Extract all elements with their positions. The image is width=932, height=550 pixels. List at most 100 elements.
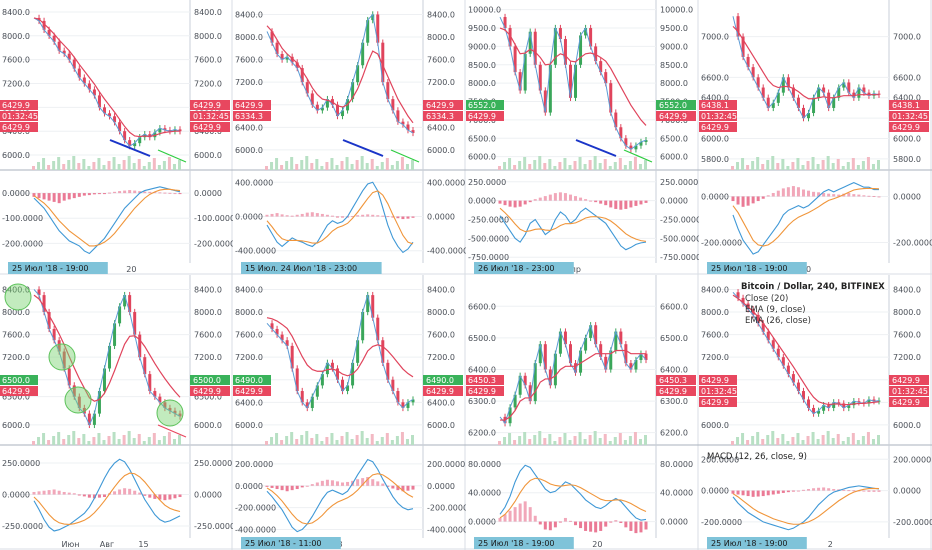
candle-body — [315, 385, 319, 397]
price-tick-label-left: 7200.0 — [2, 80, 30, 89]
volume-bar — [836, 434, 840, 445]
price-flag — [656, 111, 696, 121]
candle-body — [108, 113, 112, 117]
volume-bar — [157, 440, 161, 445]
candle-body — [786, 77, 790, 88]
circle-drawing — [156, 399, 184, 427]
osc-tick-label: 0.0000 — [660, 518, 688, 527]
volume-bar — [132, 438, 136, 445]
histogram-bar — [568, 194, 572, 201]
candle-body — [285, 340, 289, 346]
price-tick-label-left: 8400.0 — [2, 8, 30, 17]
price-flag-label-left: 6429.9 — [2, 101, 30, 110]
price-tick-label: 8000.0 — [194, 308, 222, 317]
volume-bar — [593, 431, 597, 445]
candle-body — [584, 28, 588, 36]
histogram-bar — [624, 200, 628, 209]
volume-bar — [746, 440, 750, 445]
x-tick-label: Июн — [62, 540, 80, 549]
volume-bar — [315, 159, 319, 170]
candle-body — [118, 122, 122, 132]
price-flag-label-left: 6552.0 — [468, 101, 496, 110]
histogram-bar — [832, 194, 836, 197]
histogram-bar — [639, 200, 643, 205]
volume-bar — [841, 441, 845, 445]
histogram-bar — [366, 477, 370, 486]
candle-body — [508, 28, 512, 47]
histogram-bar — [123, 190, 127, 194]
price-flag-label: 6429.9 — [659, 112, 687, 121]
chart-panel-7[interactable]: 6600.0 6600.0 6500.0 6500.0 6400.0 6400.0 6300… — [466, 275, 699, 550]
histogram-bar — [118, 191, 122, 194]
candle-body — [77, 396, 81, 408]
histogram-bar — [599, 521, 603, 531]
volume-bar — [761, 439, 765, 445]
price-tick-label: 6400.0 — [427, 123, 455, 132]
volume-bar — [618, 158, 622, 170]
volume-bar — [82, 159, 86, 170]
volume-bar — [806, 436, 810, 445]
x-tick-label: 20 — [126, 265, 136, 274]
histogram-bar — [518, 200, 522, 207]
volume-bar — [178, 435, 181, 445]
price-flag-label: 6490.0 — [426, 376, 454, 385]
volume-bar — [290, 432, 294, 445]
histogram-bar — [508, 200, 512, 207]
candle-body — [325, 362, 329, 375]
candle-body — [113, 323, 117, 346]
price-flag — [190, 122, 230, 132]
chart-svg: 8400.0 8400.0 8000.0 8000.0 7600.0 7600.0 7200… — [233, 275, 466, 550]
candle-body — [285, 56, 289, 60]
candle-body — [138, 334, 142, 358]
ema-line — [33, 294, 181, 402]
chart-panel-4[interactable]: 7000.07000.06600.06600.06400.06400.06200… — [699, 0, 932, 275]
volume-bar — [771, 156, 775, 170]
volume-bar — [816, 164, 820, 170]
volume-bar — [295, 439, 299, 445]
volume-bar — [77, 438, 81, 445]
volume-bar — [300, 160, 304, 170]
histogram-bar — [639, 521, 643, 533]
price-tick-label-left: 7200.0 — [701, 353, 729, 362]
volume-bar — [528, 439, 532, 445]
candle-body — [634, 145, 638, 150]
osc-tick-label: 0.0000 — [660, 197, 688, 206]
price-tick-label-left: 8000.0 — [468, 79, 496, 88]
chart-panel-2[interactable]: 8400.0 8400.0 8000.0 8000.0 7600.0 7600.0 7200… — [233, 0, 466, 275]
histogram-bar — [77, 193, 81, 197]
osc-tick-label-left: -200.0000 — [235, 504, 276, 513]
volume-bar — [588, 435, 592, 445]
chart-panel-1[interactable]: 8400.0 8400.0 8000.0 8000.0 7600.0 7600.0 7200… — [0, 0, 233, 275]
candle-body — [57, 41, 61, 51]
candle-body — [827, 92, 831, 108]
candle-body — [619, 331, 623, 345]
volume-bar — [518, 436, 522, 445]
candle-body — [771, 102, 775, 108]
histogram-bar — [538, 521, 542, 525]
candle-body — [295, 368, 299, 392]
volume-bar — [513, 440, 517, 445]
histogram-bar — [801, 489, 805, 491]
volume-bar — [315, 434, 319, 445]
histogram-bar — [62, 491, 66, 495]
candle-body — [52, 328, 56, 341]
chart-panel-3[interactable]: 10000.0 10000.0 9500.0 9500.0 9000.0 9000.0 85… — [466, 0, 699, 275]
candle-body — [305, 402, 309, 408]
histogram-bar — [498, 200, 502, 204]
chart-panel-5[interactable]: 8400.0 8400.0 8000.0 8000.0 7600.0 7600.0 7200… — [0, 275, 233, 550]
candle-body — [57, 340, 61, 352]
price-tick-label: 6000.0 — [427, 146, 455, 155]
histogram-bar — [741, 196, 745, 207]
chart-panel-8[interactable]: 8400.0 8400.0 8000.0 8000.0 7600.0 7600.0 7200… — [699, 275, 932, 550]
volume-bar — [325, 162, 329, 170]
chart-panel-6[interactable]: 8400.0 8400.0 8000.0 8000.0 7600.0 7600.0 7200… — [233, 275, 466, 550]
candle-body — [128, 295, 132, 313]
osc-tick-label: -400.0000 — [427, 525, 466, 534]
ema-line — [732, 25, 879, 100]
candle-body — [629, 145, 633, 150]
volume-bar — [628, 161, 632, 170]
histogram-bar — [609, 200, 613, 208]
candle-body — [290, 345, 294, 369]
histogram-bar — [285, 485, 289, 492]
price-flag-label-left: 6429.9 — [701, 123, 729, 132]
